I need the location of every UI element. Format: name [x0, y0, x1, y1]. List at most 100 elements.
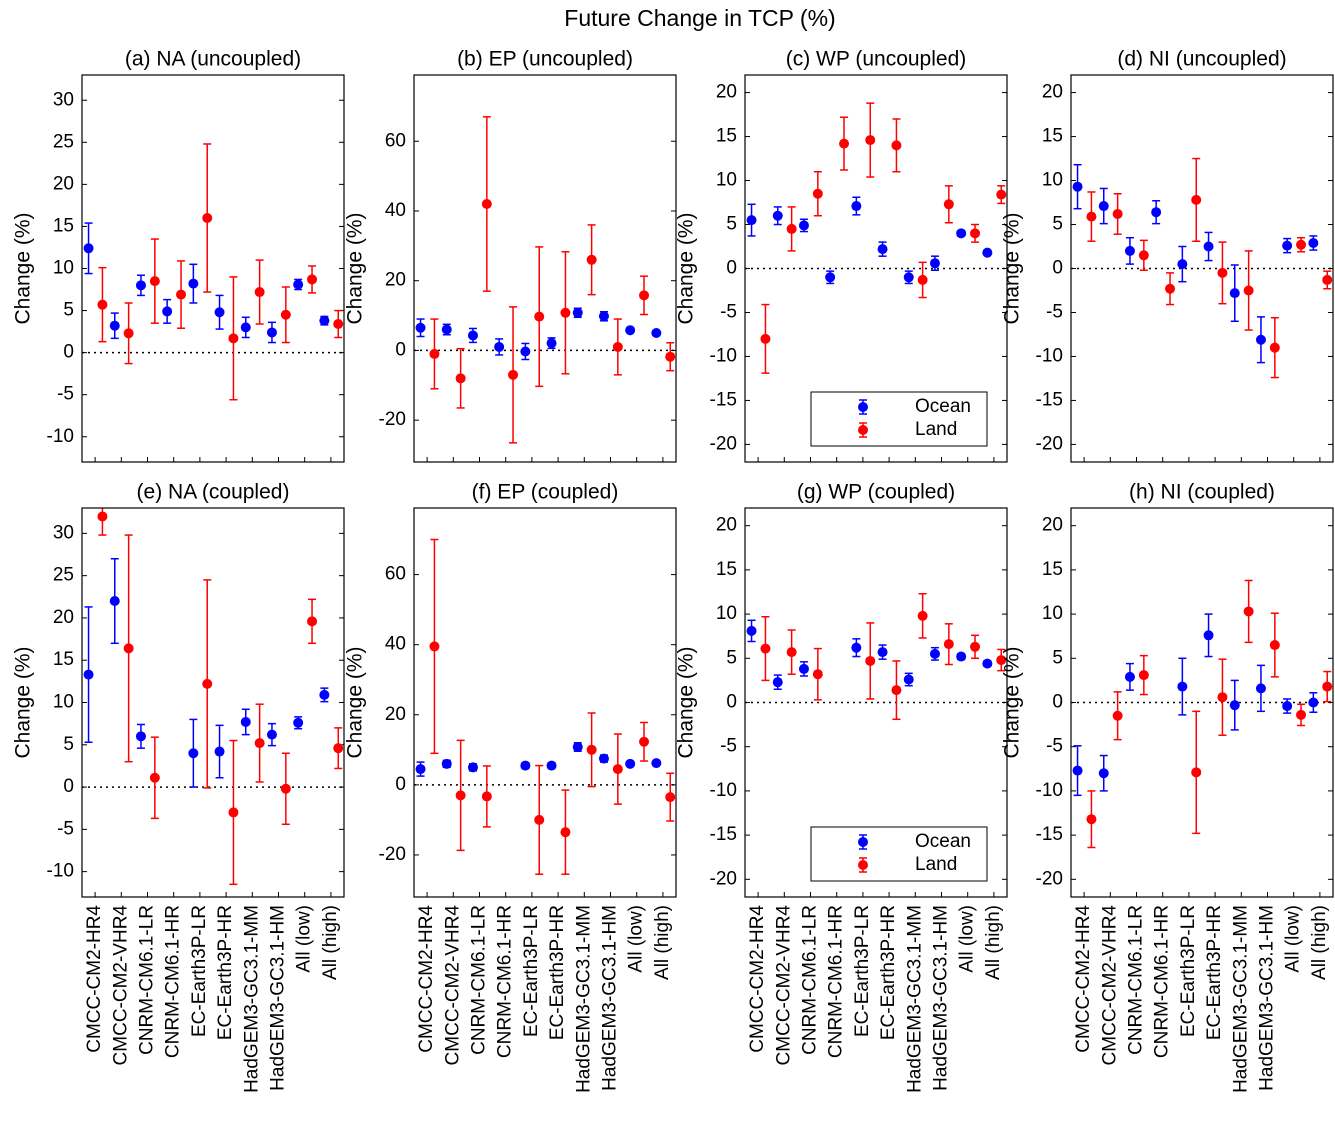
y-tick-label: 5: [63, 734, 74, 755]
point: [929, 648, 940, 659]
point: [534, 311, 545, 322]
point: [97, 299, 108, 310]
y-tick-label: 60: [385, 564, 406, 585]
x-tick-label: CMCC-CM2-VHR4: [442, 905, 463, 1066]
axes-frame: [413, 74, 677, 463]
point: [441, 758, 452, 769]
y-tick-label: -10: [710, 345, 737, 366]
point: [586, 254, 597, 265]
y-tick-label: -20: [710, 868, 737, 889]
point: [812, 669, 823, 680]
y-tick-label: 5: [1052, 647, 1063, 668]
point: [188, 748, 199, 759]
point: [1229, 288, 1240, 299]
y-tick-label: 40: [385, 634, 406, 655]
point: [929, 258, 940, 269]
plot-area: [1072, 157, 1333, 379]
point: [772, 677, 783, 688]
point: [429, 641, 440, 652]
point: [851, 642, 862, 653]
point: [228, 333, 239, 344]
y-tick-label: -5: [720, 736, 737, 757]
y-tick-label: 0: [1052, 692, 1063, 713]
y-tick-label: -10: [1036, 345, 1063, 366]
y-tick-label: 20: [716, 82, 737, 103]
y-tick-label: 0: [395, 774, 406, 795]
point: [865, 135, 876, 146]
point: [560, 307, 571, 318]
point: [123, 643, 134, 654]
x-tick-label: CMCC-CM2-VHR4: [110, 905, 131, 1066]
x-tick-label: HadGEM3-GC3.1-MM: [241, 905, 262, 1093]
point: [307, 616, 318, 627]
point: [441, 324, 452, 335]
point: [415, 764, 426, 775]
x-tick-label: CNRM-CM6.1-HR: [163, 905, 184, 1058]
point: [786, 647, 797, 658]
point: [1191, 767, 1202, 778]
panel-title: (f) EP (coupled): [472, 481, 619, 504]
point: [956, 228, 967, 239]
axes-frame: [1070, 74, 1334, 463]
y-tick-label: 20: [385, 270, 406, 291]
y-axis-label: Change (%): [675, 212, 698, 324]
point: [467, 330, 478, 341]
y-tick-label: 15: [716, 559, 737, 580]
point: [293, 279, 304, 290]
point: [280, 783, 291, 794]
point: [534, 814, 545, 825]
y-tick-label: -5: [57, 818, 74, 839]
axes-frame: [744, 507, 1008, 898]
y-tick-label: 30: [53, 522, 74, 543]
y-tick-label: 0: [63, 342, 74, 363]
point: [1308, 697, 1319, 708]
plot-area: [1072, 579, 1333, 849]
y-axis-label: Change (%): [675, 646, 698, 758]
x-tick-label: EC-Earth3P-LR: [521, 905, 542, 1037]
point: [97, 511, 108, 522]
y-tick-label: -20: [1036, 433, 1063, 454]
point: [639, 290, 650, 301]
x-tick-label: All (low): [294, 905, 315, 973]
y-tick-label: 20: [53, 173, 74, 194]
point: [481, 791, 492, 802]
point: [612, 341, 623, 352]
point: [333, 319, 344, 330]
point: [1165, 283, 1176, 294]
plot-area: [83, 508, 344, 886]
point: [665, 792, 676, 803]
x-tick-label: All (low): [1283, 905, 1304, 973]
legend-label: Ocean: [915, 396, 971, 417]
point: [202, 213, 213, 224]
legend-label: Land: [915, 854, 957, 875]
y-axis-label: Change (%): [1001, 212, 1024, 324]
y-tick-label: 15: [716, 126, 737, 147]
y-tick-label: 5: [1052, 214, 1063, 235]
point: [240, 716, 251, 727]
x-tick-label: CNRM-CM6.1-HR: [495, 905, 516, 1058]
point: [982, 658, 993, 669]
y-tick-label: -5: [1046, 301, 1063, 322]
point: [956, 651, 967, 662]
x-tick-label: CNRM-CM6.1-LR: [137, 905, 158, 1055]
point: [149, 772, 160, 783]
y-tick-label: 20: [385, 704, 406, 725]
point: [429, 348, 440, 359]
point: [996, 655, 1007, 666]
point: [83, 669, 94, 680]
x-tick-label: CMCC-CM2-HR4: [747, 905, 768, 1053]
point: [572, 307, 583, 318]
axes-frame: [81, 507, 345, 898]
point: [760, 333, 771, 344]
point: [293, 717, 304, 728]
y-axis-label: Change (%): [344, 212, 367, 324]
y-tick-label: -5: [720, 301, 737, 322]
y-tick-label: 20: [53, 607, 74, 628]
point: [135, 280, 146, 291]
panel-title: (c) WP (uncoupled): [786, 48, 967, 71]
point: [598, 753, 609, 764]
y-tick-label: 5: [726, 647, 737, 668]
y-tick-label: 15: [1042, 559, 1063, 580]
point: [333, 743, 344, 754]
point: [917, 274, 928, 285]
